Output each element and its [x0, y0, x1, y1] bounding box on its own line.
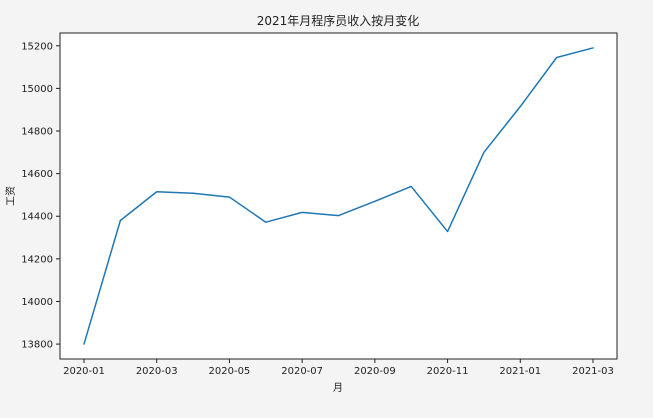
x-tick-label: 2021-01 — [499, 366, 541, 377]
x-tick-label: 2020-01 — [63, 366, 105, 377]
y-tick-label: 14400 — [21, 212, 53, 223]
y-tick-label: 15200 — [21, 41, 53, 52]
y-tick-label: 13800 — [21, 340, 53, 351]
x-axis-label: 月 — [333, 382, 343, 394]
x-axis: 2020-01 2020-03 2020-05 2020-07 2020-09 2020-… — [63, 359, 614, 377]
y-tick-label: 14600 — [21, 169, 53, 180]
x-tick-label: 2020-05 — [209, 366, 251, 377]
y-axis-label: 工资 — [5, 186, 17, 206]
y-tick-label: 15000 — [21, 84, 53, 95]
x-tick-label: 2020-03 — [136, 366, 178, 377]
x-tick-label: 2020-11 — [427, 366, 469, 377]
y-tick-label: 14200 — [21, 254, 53, 265]
chart-title: 2021年月程序员收入按月变化 — [257, 13, 420, 28]
x-tick-label: 2021-03 — [572, 366, 614, 377]
x-tick-label: 2020-09 — [354, 366, 396, 377]
plot-area — [60, 33, 617, 359]
y-tick-label: 14000 — [21, 297, 53, 308]
x-tick-label: 2020-07 — [281, 366, 323, 377]
y-tick-label: 14800 — [21, 127, 53, 138]
y-axis: 13800 14000 14200 14400 14600 14800 15000 15200 — [21, 41, 60, 350]
